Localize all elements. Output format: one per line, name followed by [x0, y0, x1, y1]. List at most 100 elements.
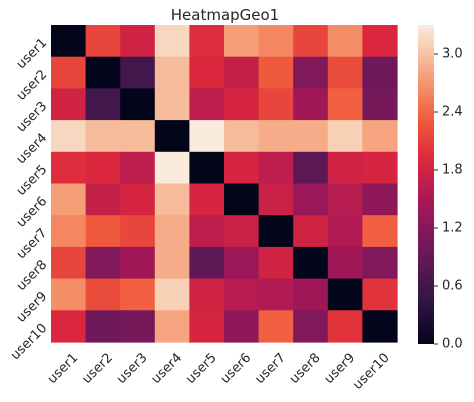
heatmap-cell-user7-user10: [362, 215, 398, 248]
heatmap-cell-user9-user9: [327, 278, 363, 311]
heatmap-cell-user1-user5: [189, 25, 225, 58]
heatmap-cell-user2-user1: [51, 56, 87, 89]
heatmap-cell-user2-user8: [293, 56, 329, 89]
heatmap-cell-user6-user5: [189, 183, 225, 216]
x-tick-label: user2: [79, 350, 116, 387]
heatmap-cell-user6-user10: [362, 183, 398, 216]
heatmap-cell-user6-user2: [85, 183, 121, 216]
heatmap-cell-user4-user3: [120, 120, 156, 153]
chart-title: HeatmapGeo1: [171, 6, 279, 24]
x-tick-label: user10: [350, 350, 392, 392]
heatmap-cell-user10-user4: [154, 310, 190, 343]
heatmap-cell-user7-user5: [189, 215, 225, 248]
colorbar-tick-label: 1.8: [442, 163, 463, 178]
x-tick-label: user8: [287, 350, 324, 387]
y-axis-tick-labels: user1user2user3user4user5user6user7user8…: [8, 36, 50, 364]
heatmap-cell-user4-user2: [85, 120, 121, 153]
y-tick-label: user4: [14, 131, 51, 168]
heatmap-cell-user10-user9: [327, 310, 363, 343]
heatmap-cell-user2-user9: [327, 56, 363, 89]
heatmap-cell-user4-user1: [51, 120, 87, 153]
heatmap-cell-user8-user8: [293, 246, 329, 280]
heatmap-cell-user5-user2: [85, 151, 121, 185]
heatmap-cell-user1-user3: [120, 25, 156, 58]
heatmap-cell-user3-user6: [224, 88, 260, 121]
heatmap-cell-user8-user6: [224, 246, 260, 280]
colorbar: 0.0 0.6 1.2 1.8 2.4 3.0: [418, 25, 463, 352]
heatmap-cell-user7-user4: [154, 215, 190, 248]
heatmap-cell-user2-user10: [362, 56, 398, 89]
heatmap-cell-user5-user9: [327, 151, 363, 185]
heatmap-cell-user1-user4: [154, 25, 190, 58]
heatmap-cell-user7-user6: [224, 215, 260, 248]
heatmap-cell-user1-user9: [327, 25, 363, 58]
heatmap-cell-user3-user10: [362, 88, 398, 121]
heatmap-cell-user10-user1: [51, 310, 87, 343]
heatmap-cell-user3-user7: [258, 88, 294, 121]
heatmap-cell-user4-user8: [293, 120, 329, 153]
heatmap-cell-user4-user5: [189, 120, 225, 153]
heatmap-cell-user1-user6: [224, 25, 260, 58]
heatmap-cell-user8-user1: [51, 246, 87, 280]
heatmap-cell-user9-user8: [293, 278, 329, 311]
heatmap-cell-user10-user10: [362, 310, 398, 343]
heatmap-cell-user8-user9: [327, 246, 363, 280]
heatmap-cell-user3-user9: [327, 88, 363, 121]
heatmap-cell-user9-user5: [189, 278, 225, 311]
colorbar-gradient: [418, 25, 434, 344]
heatmap-cell-user5-user8: [293, 151, 329, 185]
colorbar-tick-label: 1.2: [442, 221, 463, 236]
heatmap-cell-user5-user6: [224, 151, 260, 185]
heatmap-cells: [51, 25, 398, 343]
heatmap-cell-user10-user2: [85, 310, 121, 343]
heatmap-cell-user6-user4: [154, 183, 190, 216]
y-tick-label: user1: [14, 36, 51, 73]
heatmap-cell-user9-user6: [224, 278, 260, 311]
heatmap-cell-user5-user3: [120, 151, 156, 185]
y-tick-label: user9: [14, 289, 51, 326]
heatmap-cell-user10-user5: [189, 310, 225, 343]
heatmap-cell-user8-user5: [189, 246, 225, 280]
heatmap-cell-user6-user6: [224, 183, 260, 216]
x-tick-label: user6: [218, 350, 255, 387]
x-tick-label: user7: [252, 350, 289, 387]
heatmap-cell-user9-user10: [362, 278, 398, 311]
heatmap-cell-user1-user8: [293, 25, 329, 58]
heatmap-cell-user10-user6: [224, 310, 260, 343]
heatmap-cell-user9-user4: [154, 278, 190, 311]
colorbar-tick-label: 3.0: [442, 47, 463, 62]
heatmap-cell-user5-user5: [189, 151, 225, 185]
heatmap-cell-user4-user7: [258, 120, 294, 153]
heatmap-cell-user9-user2: [85, 278, 121, 311]
y-tick-label: user6: [14, 194, 51, 231]
heatmap-cell-user7-user1: [51, 215, 87, 248]
x-tick-label: user3: [114, 350, 151, 387]
colorbar-tick-label: 0.6: [442, 279, 463, 294]
heatmap-cell-user3-user8: [293, 88, 329, 121]
y-tick-label: user5: [14, 162, 51, 199]
heatmap-cell-user2-user5: [189, 56, 225, 89]
y-tick-label: user2: [14, 67, 51, 104]
heatmap-cell-user3-user3: [120, 88, 156, 121]
heatmap-cell-user5-user10: [362, 151, 398, 185]
heatmap-cell-user10-user8: [293, 310, 329, 343]
heatmap-cell-user9-user7: [258, 278, 294, 311]
heatmap-cell-user1-user10: [362, 25, 398, 58]
heatmap-cell-user8-user4: [154, 246, 190, 280]
heatmap-cell-user10-user7: [258, 310, 294, 343]
heatmap-cell-user1-user1: [51, 25, 87, 58]
heatmap-cell-user1-user2: [85, 25, 121, 58]
heatmap-cell-user3-user5: [189, 88, 225, 121]
heatmap-cell-user8-user3: [120, 246, 156, 280]
heatmap-cell-user4-user9: [327, 120, 363, 153]
heatmap-cell-user2-user2: [85, 56, 121, 89]
heatmap-cell-user2-user3: [120, 56, 156, 89]
heatmap-cell-user7-user3: [120, 215, 156, 248]
heatmap-cell-user2-user4: [154, 56, 190, 89]
heatmap-cell-user5-user1: [51, 151, 87, 185]
heatmap-cell-user7-user8: [293, 215, 329, 248]
heatmap-cell-user9-user3: [120, 278, 156, 311]
heatmap-cell-user7-user7: [258, 215, 294, 248]
heatmap-cell-user6-user8: [293, 183, 329, 216]
